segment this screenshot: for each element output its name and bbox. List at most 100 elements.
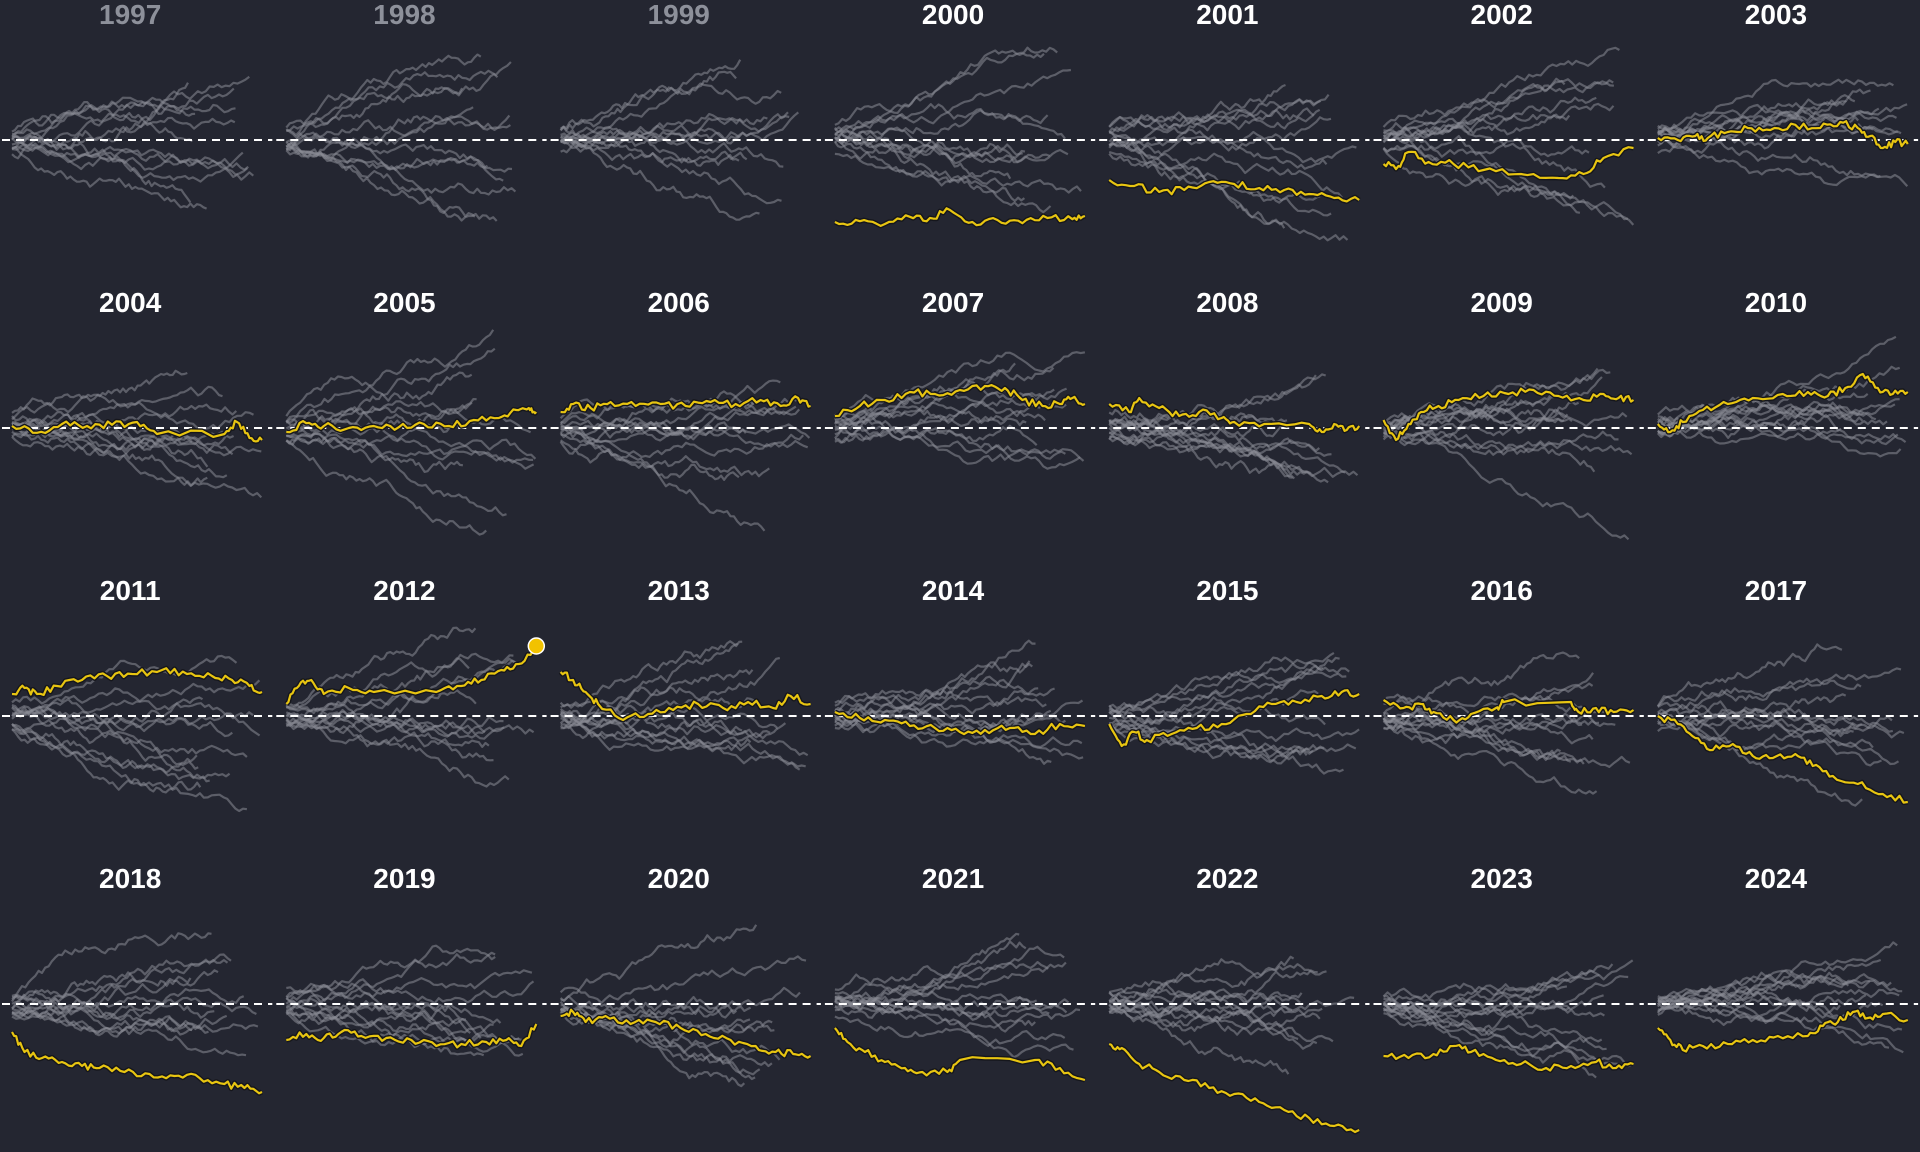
panel-2003: 2003: [1647, 0, 1919, 188]
panel-title: 2023: [1471, 863, 1533, 894]
context-series-line: [560, 82, 782, 141]
context-series-line: [1382, 1007, 1634, 1068]
context-series-line: [1108, 98, 1322, 128]
panel-title: 2019: [373, 863, 435, 894]
panel-2000: 2000: [824, 0, 1096, 229]
context-series-line: [11, 723, 198, 774]
highlight-series-line: [1108, 1042, 1360, 1134]
context-series-line: [285, 1000, 485, 1057]
context-series-line: [1382, 427, 1633, 456]
panel-2016: 2016: [1373, 575, 1644, 795]
context-series-line: [1382, 114, 1571, 139]
context-series-line: [1657, 711, 1882, 767]
context-series-line: [1383, 132, 1635, 226]
context-series-line: [286, 969, 533, 994]
panel-2004: 2004: [2, 287, 273, 499]
context-series-line: [1108, 1005, 1323, 1028]
context-series-line: [1382, 975, 1629, 1016]
context-series-line: [559, 128, 748, 164]
context-series-line: [834, 136, 1051, 164]
context-series-line: [1382, 720, 1598, 795]
context-series-line: [1108, 108, 1321, 147]
context-series-line: [11, 932, 212, 1003]
panel-2002: 2002: [1373, 0, 1644, 226]
panel-title: 2015: [1196, 575, 1258, 606]
context-series-line: [285, 689, 477, 735]
context-series-line: [1383, 430, 1619, 456]
highlight-series-line: [1108, 179, 1360, 203]
context-series-group: [1382, 46, 1635, 226]
highlight-series-line: [1382, 387, 1635, 442]
context-series-line: [285, 329, 495, 417]
context-series-line: [560, 135, 760, 221]
context-series-line: [11, 728, 202, 794]
context-series-line: [12, 969, 219, 1014]
context-series-line: [285, 145, 517, 196]
context-series-line: [285, 1011, 524, 1057]
context-series-line: [559, 924, 758, 1003]
context-series-line: [560, 726, 752, 753]
context-series-line: [559, 433, 804, 458]
panel-title: 2007: [922, 287, 984, 318]
panel-title: 2013: [648, 575, 710, 606]
panel-2012: 2012: [276, 575, 547, 788]
context-series-group: [834, 639, 1084, 765]
highlight-series-line: [11, 419, 263, 443]
context-series-group: [834, 932, 1081, 1059]
highlight-series-line: [285, 645, 538, 705]
context-series-line: [1108, 150, 1344, 199]
context-series-line: [286, 702, 494, 762]
context-series-line: [1657, 693, 1847, 717]
panel-title: 2000: [922, 0, 984, 30]
context-series-line: [11, 654, 238, 705]
context-series-line: [834, 995, 1081, 1029]
context-series-line: [1108, 142, 1321, 202]
context-series-line: [1108, 969, 1318, 1013]
context-series-line: [834, 141, 1026, 202]
panel-2011: 2011: [2, 575, 273, 813]
context-series-group: [11, 75, 255, 210]
highlight-series-line: [559, 671, 811, 722]
context-series-line: [286, 1008, 482, 1045]
panel-2021: 2021: [824, 863, 1096, 1083]
context-series-line: [1383, 431, 1596, 473]
context-series-line: [560, 138, 782, 205]
context-series-group: [1108, 955, 1355, 1075]
context-series-line: [285, 713, 535, 740]
context-series-line: [834, 427, 1085, 465]
context-series-line: [560, 424, 766, 532]
context-series-line: [1109, 435, 1329, 484]
context-series-line: [1108, 696, 1326, 727]
highlight-series-line: [1382, 698, 1635, 724]
panel-title: 2002: [1471, 0, 1533, 30]
context-series-group: [285, 329, 537, 536]
highlight-series-line: [1656, 372, 1909, 434]
context-series-line: [834, 961, 1067, 998]
context-series-line: [560, 986, 801, 1019]
context-series-line: [11, 103, 236, 149]
context-series-line: [834, 133, 1026, 161]
panel-1997: 1997: [2, 0, 273, 210]
context-series-line: [1382, 971, 1600, 1013]
context-series-group: [1656, 335, 1907, 458]
panel-title: 2014: [922, 575, 985, 606]
context-series-line: [560, 116, 768, 148]
highlight-series-line: [1108, 689, 1360, 748]
context-series-line: [11, 705, 248, 758]
context-series-line: [1657, 131, 1909, 188]
context-series-line: [560, 642, 739, 724]
context-series-line: [285, 439, 487, 536]
panel-2007: 2007: [824, 287, 1096, 470]
context-series-line: [1657, 422, 1907, 445]
context-series-line: [11, 142, 244, 183]
panel-title: 2004: [99, 287, 162, 318]
panel-title: 1997: [99, 0, 161, 30]
context-series-line: [1657, 707, 1905, 739]
highlight-series-line: [1657, 120, 1909, 150]
highlight-series-line: [834, 207, 1086, 227]
context-series-line: [834, 109, 1049, 144]
panel-2014: 2014: [824, 575, 1096, 765]
panel-title: 2017: [1745, 575, 1807, 606]
